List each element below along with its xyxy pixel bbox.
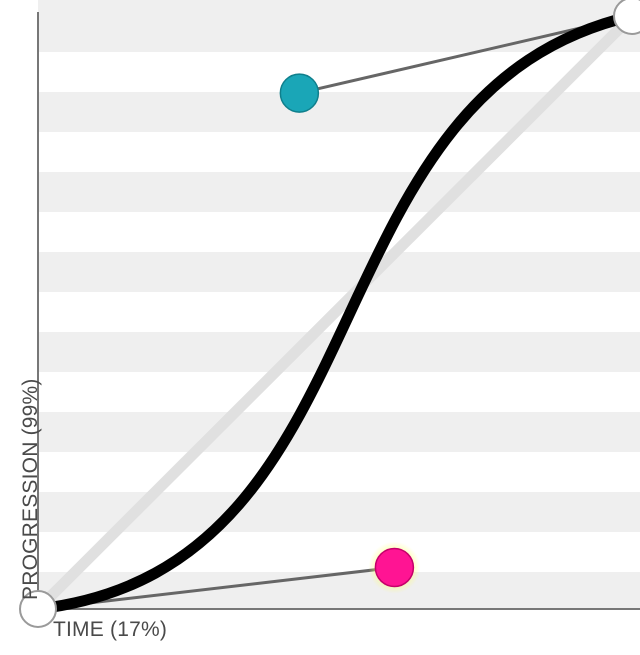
background-stripes xyxy=(38,0,640,609)
control-point-1-handle[interactable] xyxy=(374,547,415,588)
y-axis-name: PROGRESSION xyxy=(19,441,42,600)
x-axis-label: TIME (17%) xyxy=(53,618,168,641)
background-stripe xyxy=(38,172,640,212)
y-axis-value: 99% xyxy=(19,385,42,429)
background-stripe xyxy=(38,252,640,292)
background-stripe xyxy=(38,12,640,52)
control-point-2-handle[interactable] xyxy=(279,73,320,113)
linear-reference-line xyxy=(32,10,638,615)
x-axis-name: TIME xyxy=(53,618,104,641)
start-point-handle[interactable] xyxy=(19,590,57,628)
background-stripe xyxy=(38,412,640,452)
end-point-handle[interactable] xyxy=(613,0,640,35)
background-stripe xyxy=(38,0,640,12)
easing-curve xyxy=(32,10,638,615)
x-axis-value: 17% xyxy=(117,618,160,641)
y-axis-label: PROGRESSION (99%) xyxy=(19,378,42,600)
